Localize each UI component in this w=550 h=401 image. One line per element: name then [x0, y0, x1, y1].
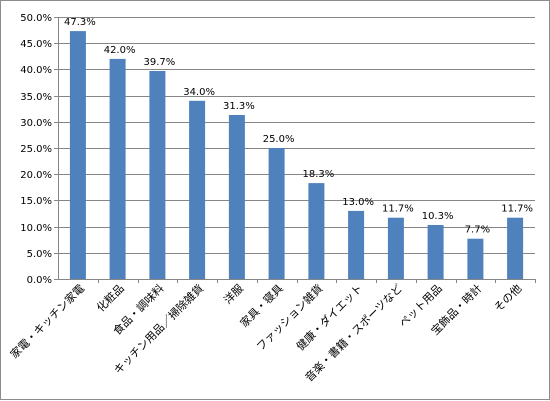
bar	[387, 217, 404, 279]
bar	[69, 31, 86, 279]
y-tick-label: 0.0%	[27, 275, 52, 286]
data-label: 13.0%	[342, 197, 374, 208]
data-label: 7.7%	[465, 225, 490, 236]
data-labels: 47.3% 42.0% 39.7% 34.0% 31.3% 25.0% 18.3% 13.0%…	[64, 17, 533, 236]
data-label: 34.0%	[183, 87, 215, 98]
y-tick-label: 15.0%	[20, 196, 52, 207]
bar	[189, 100, 206, 279]
category-label: 洋服	[221, 281, 246, 306]
data-label: 39.7%	[144, 57, 176, 68]
bar	[467, 238, 484, 279]
y-tick-label: 35.0%	[20, 92, 52, 103]
data-label: 11.7%	[501, 204, 533, 215]
data-label: 47.3%	[64, 17, 96, 28]
data-label: 18.3%	[303, 169, 335, 180]
data-label: 42.0%	[104, 45, 136, 56]
category-label: 健康・ダイエット	[293, 281, 365, 353]
bar	[308, 183, 325, 279]
y-tick-label: 50.0%	[20, 13, 52, 24]
bar	[149, 71, 166, 279]
y-tick-label: 30.0%	[20, 118, 52, 129]
axes	[54, 17, 536, 283]
bar	[268, 148, 285, 279]
category-label: ファッション雑貨	[253, 281, 325, 353]
bar	[348, 210, 365, 279]
data-label: 31.3%	[223, 101, 255, 112]
data-label: 11.7%	[382, 204, 414, 215]
y-tick-label: 25.0%	[20, 144, 52, 155]
category-label: 化粧品	[93, 281, 126, 314]
bar	[228, 115, 245, 279]
data-label: 10.3%	[422, 211, 454, 222]
y-tick-label: 20.0%	[20, 170, 52, 181]
y-tick-label: 5.0%	[27, 249, 52, 260]
bars	[69, 31, 524, 280]
gridlines	[58, 17, 535, 254]
bar	[507, 217, 524, 279]
category-label: 家電・キッチン家電	[7, 281, 87, 361]
category-label: その他	[492, 282, 525, 315]
y-tick-labels: 0.0% 5.0% 10.0% 15.0% 20.0% 25.0% 30.0% 35.0% 40…	[20, 13, 52, 286]
bar	[427, 225, 444, 279]
y-tick-label: 40.0%	[20, 65, 52, 76]
y-tick-label: 45.0%	[20, 39, 52, 50]
data-label: 25.0%	[263, 134, 295, 145]
bar	[109, 58, 126, 280]
y-tick-label: 10.0%	[20, 223, 52, 234]
